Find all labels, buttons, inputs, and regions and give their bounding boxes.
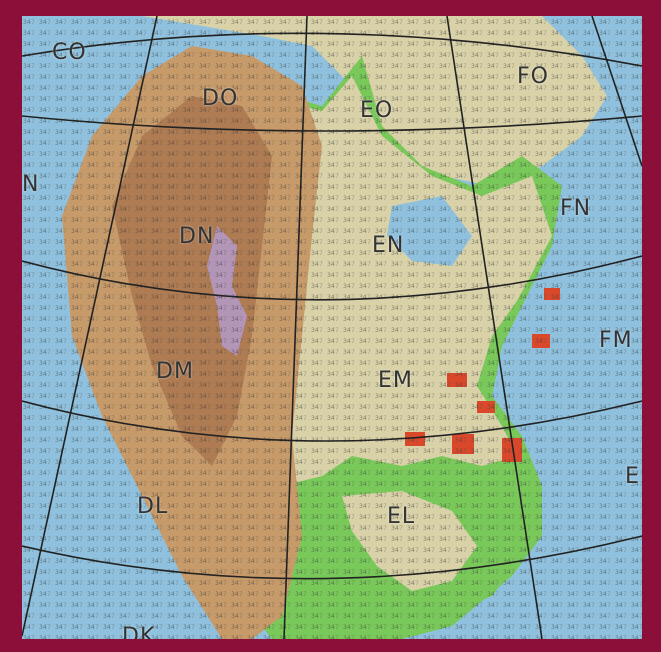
grid-label-fn: FN <box>560 196 592 221</box>
grid-label-co: CO <box>52 40 87 65</box>
grid-label-eo: EO <box>360 98 394 123</box>
grid-label-dk: DK <box>122 624 156 639</box>
grid-meridian <box>446 16 543 639</box>
grid-square-map[interactable]: 34 7 <box>22 16 642 639</box>
grid-label-n: N <box>22 172 40 197</box>
grid-label-fm: FM <box>599 328 633 353</box>
grid-arc <box>22 255 642 301</box>
grid-arc <box>22 115 642 132</box>
grid-arc <box>22 535 642 580</box>
grid-lines <box>22 16 642 639</box>
grid-label-en: EN <box>372 233 405 258</box>
grid-label-dn: DN <box>179 224 215 249</box>
terrain-layer: 34 7 <box>22 16 642 639</box>
grid-meridian <box>22 16 158 637</box>
grid-label-dm: DM <box>156 359 194 384</box>
grid-arc <box>22 32 642 67</box>
grid-meridian <box>283 16 308 639</box>
grid-label-e: E <box>625 464 640 489</box>
grid-label-do: DO <box>202 86 239 111</box>
grid-label-dl: DL <box>137 494 169 519</box>
grid-meridian <box>591 16 642 167</box>
grid-arc <box>22 400 642 442</box>
value-digits-overlay <box>22 16 642 639</box>
grid-label-el: EL <box>387 504 416 529</box>
grid-label-em: EM <box>378 368 413 393</box>
grid-label-fo: FO <box>517 64 549 89</box>
